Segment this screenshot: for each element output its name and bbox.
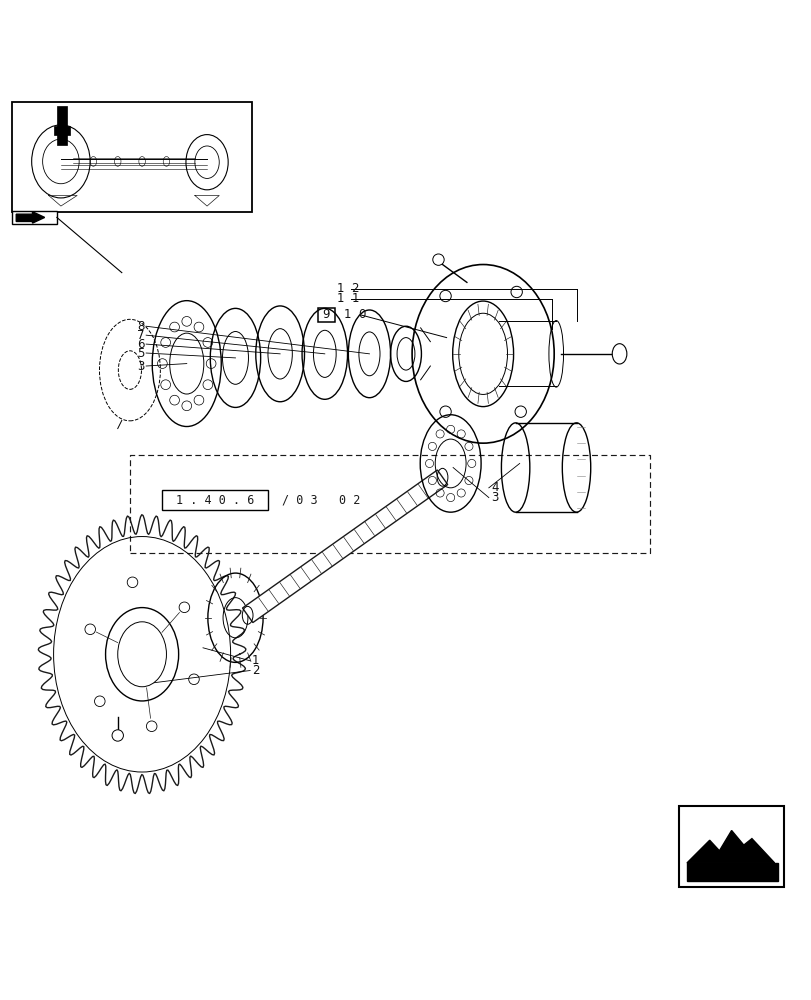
Bar — [318, 308, 334, 322]
Text: 6: 6 — [137, 338, 144, 351]
Bar — [54, 126, 70, 135]
Bar — [12, 102, 251, 212]
Bar — [678, 806, 783, 887]
Text: 1  0: 1 0 — [344, 308, 367, 321]
Text: / 0 3   0 2: / 0 3 0 2 — [281, 493, 359, 506]
Ellipse shape — [112, 730, 123, 741]
Bar — [162, 490, 268, 510]
Polygon shape — [686, 830, 774, 863]
Text: 1: 1 — [251, 654, 259, 667]
Ellipse shape — [611, 344, 626, 364]
Bar — [12, 211, 57, 224]
Text: 4: 4 — [491, 481, 498, 494]
Text: 1  1: 1 1 — [337, 292, 359, 305]
Text: 2: 2 — [251, 664, 259, 677]
Text: 3: 3 — [491, 491, 498, 504]
Text: 8: 8 — [137, 320, 144, 333]
Text: 1  2: 1 2 — [337, 282, 359, 295]
Text: 3: 3 — [137, 360, 144, 373]
Text: 1 . 4 0 . 6: 1 . 4 0 . 6 — [176, 493, 254, 506]
Text: 5: 5 — [137, 347, 144, 360]
Bar — [57, 106, 67, 145]
Bar — [686, 863, 777, 881]
Text: 9: 9 — [322, 308, 330, 321]
Polygon shape — [242, 470, 447, 623]
Polygon shape — [16, 212, 45, 223]
Text: 7: 7 — [137, 329, 144, 342]
